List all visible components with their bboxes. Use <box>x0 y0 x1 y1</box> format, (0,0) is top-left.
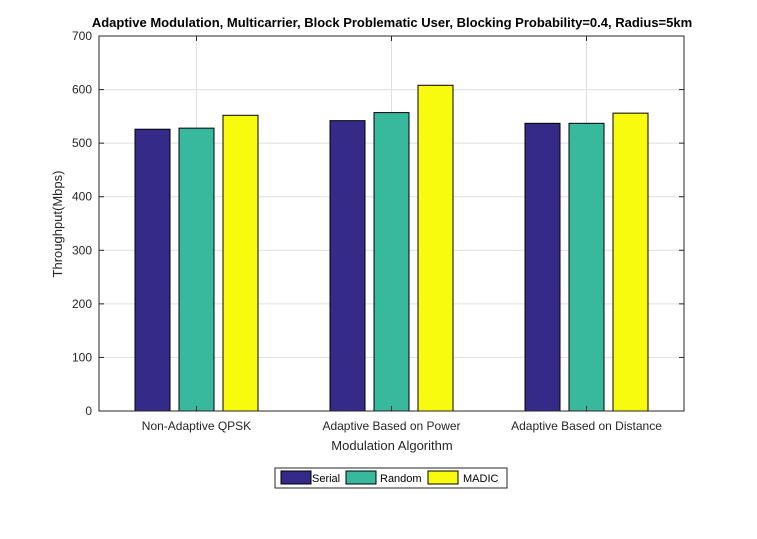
bar-madic <box>417 84 454 412</box>
x-tick-label: Adaptive Based on Power <box>322 419 460 433</box>
legend-swatch-serial <box>280 470 312 485</box>
y-tick-label: 0 <box>85 404 92 418</box>
bar-madic <box>222 114 259 412</box>
bar-random <box>373 112 410 412</box>
y-tick-label: 700 <box>72 29 92 43</box>
legend-label-serial: Serial <box>312 473 340 485</box>
y-tick-label: 500 <box>72 136 92 150</box>
x-axis-label: Modulation Algorithm <box>331 438 452 453</box>
legend: Serial Random MADIC <box>274 467 508 489</box>
y-axis-label: Throughput(Mbps) <box>50 171 65 278</box>
x-tick-label: Non-Adaptive QPSK <box>142 419 251 433</box>
bar-serial <box>524 122 561 412</box>
legend-label-madic: MADIC <box>463 473 499 485</box>
legend-label-random: Random <box>380 473 422 485</box>
legend-swatch-madic <box>427 470 459 485</box>
bar-random <box>568 122 605 412</box>
x-tick-label: Adaptive Based on Distance <box>511 419 662 433</box>
y-tick-label: 400 <box>72 190 92 204</box>
y-tick-label: 300 <box>72 243 92 257</box>
bar-madic <box>612 112 649 412</box>
y-tick-label: 600 <box>72 83 92 97</box>
chart-title: Adaptive Modulation, Multicarrier, Block… <box>92 15 692 30</box>
y-tick-label: 100 <box>72 350 92 364</box>
axis-ticks: 0 100 200 300 400 500 600 700 Non-Adaptive QPSK A… <box>72 29 684 433</box>
bar-serial <box>134 128 171 412</box>
bars <box>134 84 649 412</box>
legend-swatch-random <box>345 470 377 485</box>
y-tick-label: 200 <box>72 297 92 311</box>
bar-serial <box>329 120 366 412</box>
bar-random <box>178 127 215 412</box>
